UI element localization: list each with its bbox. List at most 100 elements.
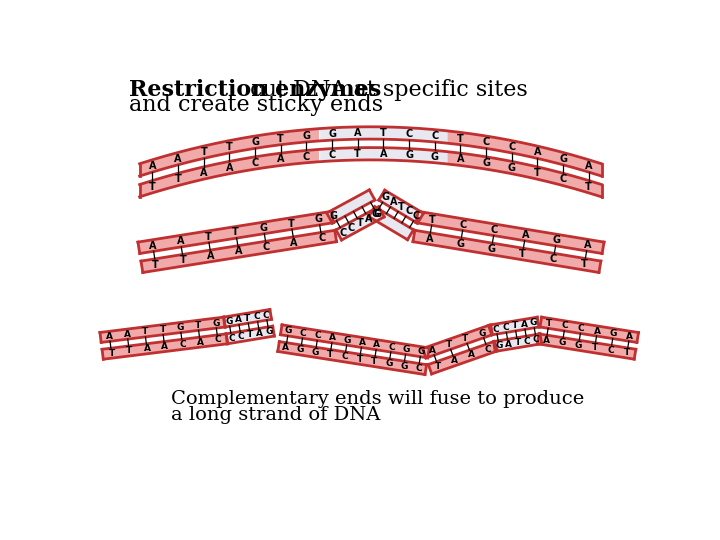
Polygon shape <box>491 317 539 335</box>
Text: T: T <box>195 321 201 330</box>
Text: G: G <box>495 341 503 350</box>
Text: cut DNA at specific sites: cut DNA at specific sites <box>243 79 528 100</box>
Polygon shape <box>226 326 274 344</box>
Text: C: C <box>503 323 509 332</box>
Text: G: G <box>225 317 233 326</box>
Text: C: C <box>228 334 235 342</box>
Text: A: A <box>176 236 184 246</box>
Polygon shape <box>423 326 492 358</box>
Text: G: G <box>302 131 310 141</box>
Text: T: T <box>142 327 148 336</box>
Text: C: C <box>508 141 516 152</box>
Text: G: G <box>418 347 425 356</box>
Text: G: G <box>610 329 617 338</box>
Text: G: G <box>176 323 184 332</box>
Text: T: T <box>512 321 518 330</box>
Text: C: C <box>485 345 491 354</box>
Text: C: C <box>405 206 413 217</box>
Text: C: C <box>460 220 467 229</box>
Text: A: A <box>256 329 263 338</box>
Polygon shape <box>537 334 636 359</box>
Text: T: T <box>462 334 469 343</box>
Text: A: A <box>290 238 298 248</box>
Text: C: C <box>328 150 336 160</box>
Text: C: C <box>578 324 585 333</box>
Text: G: G <box>328 129 336 139</box>
Text: C: C <box>348 223 355 233</box>
Text: G: G <box>315 214 323 224</box>
Text: A: A <box>456 154 464 164</box>
Text: C: C <box>550 254 557 264</box>
Text: G: G <box>431 152 438 161</box>
Text: A: A <box>161 342 168 351</box>
Text: A: A <box>451 356 458 365</box>
Polygon shape <box>428 341 498 374</box>
Text: C: C <box>341 353 348 361</box>
Text: G: G <box>559 153 567 164</box>
Text: C: C <box>339 228 346 238</box>
Text: C: C <box>388 342 395 352</box>
Text: T: T <box>515 338 521 347</box>
Text: T: T <box>180 255 186 265</box>
Text: A: A <box>149 241 156 251</box>
Text: C: C <box>562 321 568 330</box>
Text: A: A <box>374 340 380 349</box>
Text: A: A <box>594 327 601 335</box>
Text: T: T <box>109 349 114 357</box>
Text: A: A <box>522 230 529 240</box>
Text: T: T <box>159 325 166 334</box>
Text: G: G <box>405 150 413 160</box>
Text: C: C <box>215 335 221 345</box>
Text: A: A <box>626 332 633 341</box>
Text: G: G <box>530 319 537 327</box>
Text: A: A <box>354 128 361 138</box>
Text: A: A <box>359 338 366 347</box>
Text: A: A <box>106 332 113 341</box>
Text: T: T <box>277 133 284 144</box>
Text: C: C <box>482 137 490 147</box>
Polygon shape <box>369 207 413 240</box>
Text: A: A <box>225 163 233 173</box>
Text: G: G <box>478 328 485 338</box>
Text: G: G <box>508 163 516 173</box>
Text: C: C <box>559 174 567 184</box>
Text: G: G <box>330 211 338 221</box>
Text: T: T <box>288 219 294 228</box>
Polygon shape <box>448 131 601 176</box>
Polygon shape <box>100 317 225 342</box>
Text: A: A <box>426 234 433 244</box>
Text: A: A <box>235 246 243 256</box>
Text: C: C <box>533 335 539 344</box>
Text: C: C <box>405 129 413 139</box>
Polygon shape <box>320 127 448 143</box>
Text: A: A <box>543 335 550 345</box>
Text: T: T <box>244 314 251 323</box>
Text: A: A <box>174 153 182 164</box>
Text: T: T <box>126 347 132 355</box>
Polygon shape <box>102 334 228 359</box>
Text: T: T <box>519 249 526 259</box>
Text: A: A <box>124 329 130 339</box>
Text: G: G <box>343 336 351 345</box>
Polygon shape <box>141 230 336 273</box>
Polygon shape <box>140 129 319 176</box>
Text: C: C <box>179 340 186 349</box>
Polygon shape <box>336 207 384 240</box>
Text: C: C <box>300 329 307 338</box>
Text: A: A <box>505 340 512 349</box>
Text: T: T <box>435 362 441 371</box>
Text: G: G <box>297 346 305 354</box>
Text: G: G <box>456 239 464 249</box>
Text: C: C <box>303 152 310 161</box>
Text: T: T <box>592 343 598 352</box>
Polygon shape <box>540 317 639 342</box>
Text: C: C <box>318 233 325 243</box>
Text: T: T <box>534 168 541 178</box>
Text: A: A <box>329 333 336 342</box>
Text: A: A <box>197 338 204 347</box>
Text: T: T <box>624 348 630 357</box>
Text: C: C <box>263 242 270 252</box>
Text: T: T <box>546 319 552 328</box>
Text: T: T <box>429 214 436 225</box>
Text: T: T <box>585 181 592 192</box>
